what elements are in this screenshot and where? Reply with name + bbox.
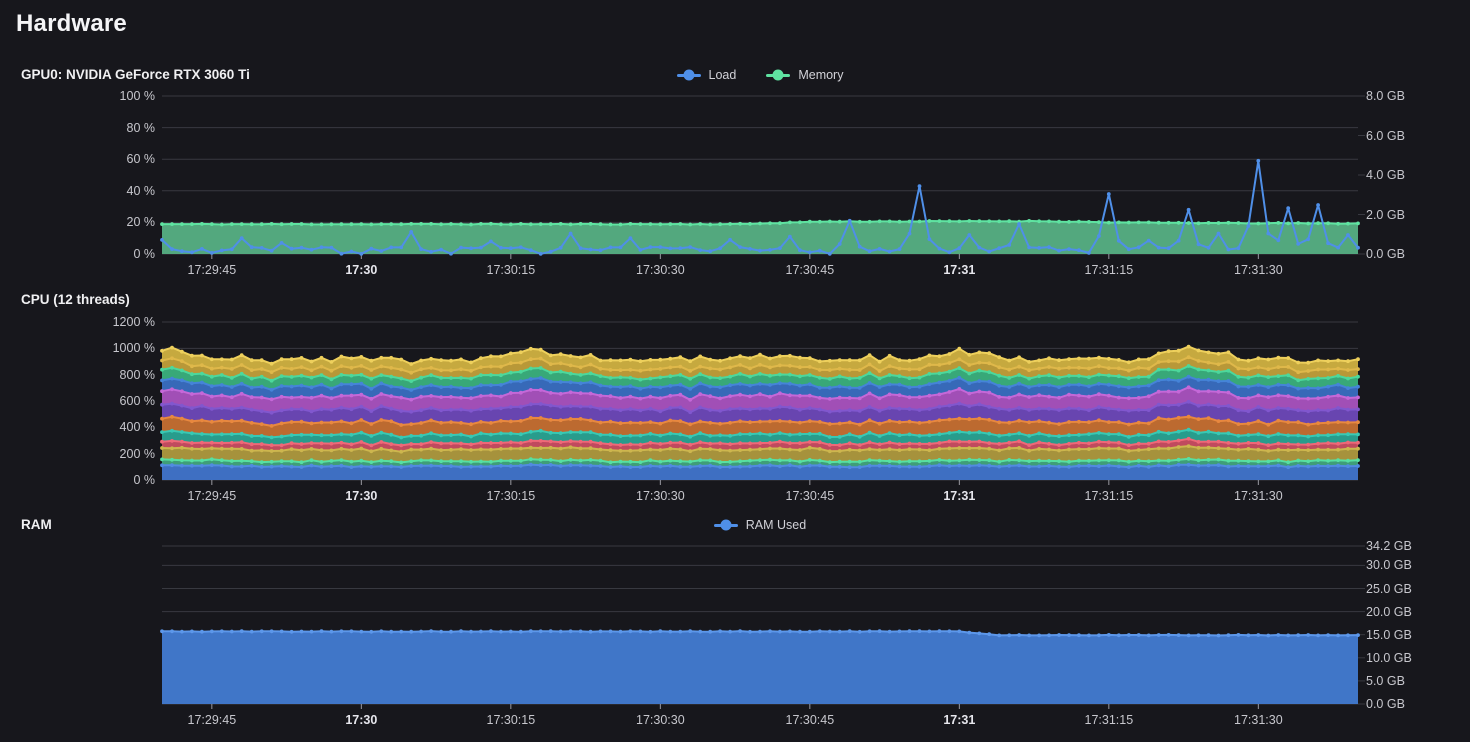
y-axis-label: 0 % — [133, 247, 155, 261]
ram-used-chart[interactable] — [160, 540, 1367, 710]
legend-series-marker-icon — [713, 519, 738, 531]
x-axis-label: 17:31:30 — [1233, 713, 1283, 727]
y-axis-label: 10.0 GB — [1366, 650, 1412, 665]
y-axis-label: 1200 % — [112, 315, 155, 329]
y-axis-label: 80 % — [126, 120, 156, 135]
legend-label: RAM Used — [745, 518, 807, 532]
x-axis-label: 17:30:45 — [785, 713, 835, 727]
legend-series-dot-icon — [772, 69, 784, 81]
cpu-threads-stacked-chart[interactable] — [160, 316, 1367, 486]
y-axis-label: 5.0 GB — [1366, 673, 1405, 688]
y-axis-label: 60 % — [126, 152, 156, 167]
y-axis-label: 400 % — [119, 420, 155, 435]
gpu-legend: Load Memory — [162, 65, 1358, 85]
x-axis-label: 17:30:45 — [785, 489, 835, 503]
y-axis-label: 25.0 GB — [1366, 581, 1412, 596]
y-axis-label: 100 % — [119, 89, 155, 103]
x-axis-label: 17:31:15 — [1084, 713, 1134, 727]
legend-label: Load — [708, 68, 737, 82]
legend-item-ram-used[interactable]: RAM Used — [713, 518, 807, 532]
y-axis-label: 4.0 GB — [1366, 168, 1405, 182]
legend-item-memory[interactable]: Memory — [766, 68, 843, 82]
x-axis-label: 17:30 — [345, 263, 378, 277]
x-axis-label: 17:31:30 — [1233, 489, 1283, 503]
gpu-load-memory-chart[interactable] — [160, 90, 1367, 260]
x-axis-label: 17:29:45 — [187, 489, 237, 503]
x-axis-label: 17:30:30 — [635, 713, 685, 727]
legend-series-dot-icon — [720, 519, 732, 531]
y-axis-label: 8.0 GB — [1366, 89, 1405, 103]
x-axis-label: 17:30 — [345, 713, 378, 727]
x-axis-label: 17:31:15 — [1084, 489, 1134, 503]
x-axis-label: 17:31:15 — [1084, 263, 1134, 277]
y-axis-label: 200 % — [119, 446, 155, 461]
y-axis-label: 34.2 GB — [1366, 539, 1412, 553]
legend-series-marker-icon — [766, 69, 791, 81]
y-axis-label: 20.0 GB — [1366, 604, 1412, 619]
x-axis-label: 17:31 — [943, 713, 976, 727]
legend-label: Memory — [798, 68, 844, 82]
x-axis-label: 17:30:30 — [635, 489, 685, 503]
y-axis-label: 0.0 GB — [1366, 697, 1405, 711]
x-axis-label: 17:30:15 — [486, 489, 536, 503]
x-axis-label: 17:29:45 — [187, 263, 237, 277]
x-axis-label: 17:31 — [943, 489, 976, 503]
x-axis-label: 17:30:45 — [785, 263, 835, 277]
gpu-chart-title: GPU0: NVIDIA GeForce RTX 3060 Ti — [21, 67, 250, 82]
cpu-chart-title: CPU (12 threads) — [21, 292, 130, 307]
ram-legend: RAM Used — [162, 515, 1358, 535]
x-axis-label: 17:30:15 — [486, 263, 536, 277]
y-axis-label: 30.0 GB — [1366, 558, 1412, 573]
legend-item-load[interactable]: Load — [676, 68, 737, 82]
x-axis-label: 17:31:30 — [1233, 263, 1283, 277]
x-axis-label: 17:30:30 — [635, 263, 685, 277]
y-axis-label: 40 % — [126, 183, 156, 198]
legend-series-marker-icon — [676, 69, 701, 81]
y-axis-label: 15.0 GB — [1366, 627, 1412, 642]
x-axis-label: 17:30 — [345, 489, 378, 503]
legend-series-dot-icon — [683, 69, 695, 81]
y-axis-label: 20 % — [126, 215, 156, 230]
y-axis-label: 600 % — [119, 394, 155, 408]
x-axis-label: 17:31 — [943, 263, 976, 277]
x-axis-label: 17:30:15 — [486, 713, 536, 727]
y-axis-label: 0.0 GB — [1366, 247, 1405, 261]
y-axis-label: 800 % — [119, 367, 155, 382]
y-axis-label: 2.0 GB — [1366, 207, 1405, 222]
page-title: Hardware — [16, 10, 127, 37]
ram-chart-title: RAM — [21, 517, 52, 532]
x-axis-label: 17:29:45 — [187, 713, 237, 727]
y-axis-label: 0 % — [133, 473, 155, 487]
y-axis-label: 1000 % — [112, 341, 155, 356]
y-axis-label: 6.0 GB — [1366, 128, 1405, 143]
